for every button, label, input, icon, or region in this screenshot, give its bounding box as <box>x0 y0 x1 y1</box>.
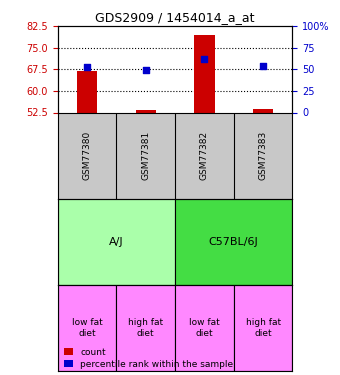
Legend: count, percentile rank within the sample: count, percentile rank within the sample <box>62 346 235 370</box>
Point <box>202 56 207 62</box>
Title: GDS2909 / 1454014_a_at: GDS2909 / 1454014_a_at <box>95 11 255 24</box>
Text: C57BL/6J: C57BL/6J <box>209 237 259 247</box>
Bar <box>58 285 116 371</box>
Text: A/J: A/J <box>109 237 124 247</box>
Text: GSM77382: GSM77382 <box>200 131 209 180</box>
Text: high fat
diet: high fat diet <box>245 318 280 338</box>
Text: GSM77380: GSM77380 <box>83 131 91 180</box>
Bar <box>116 285 175 371</box>
Text: GSM77381: GSM77381 <box>141 131 150 180</box>
Text: GSM77383: GSM77383 <box>259 131 268 180</box>
Bar <box>194 35 215 112</box>
Text: low fat
diet: low fat diet <box>72 318 102 338</box>
Point <box>143 67 149 73</box>
Point <box>260 63 266 69</box>
Bar <box>234 285 292 371</box>
Point <box>84 63 90 69</box>
Bar <box>136 110 156 112</box>
Bar <box>77 71 97 112</box>
Bar <box>253 109 273 112</box>
Bar <box>175 285 234 371</box>
Text: low fat
diet: low fat diet <box>189 318 220 338</box>
Text: high fat
diet: high fat diet <box>128 318 163 338</box>
Bar <box>58 199 175 285</box>
Bar <box>175 199 292 285</box>
